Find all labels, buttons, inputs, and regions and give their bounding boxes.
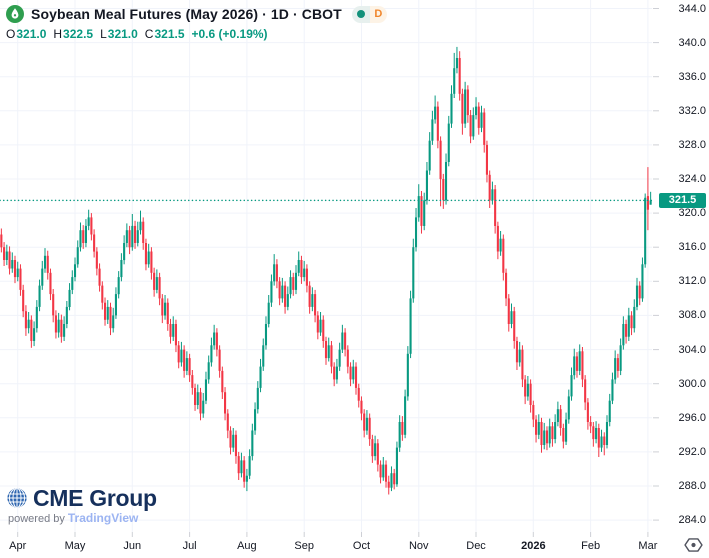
time-axis-label: Dec xyxy=(466,540,486,552)
price-axis-label: 308.0 xyxy=(678,309,706,322)
cme-group-link[interactable]: CME Group xyxy=(6,486,157,510)
tradingview-link[interactable]: TradingView xyxy=(67,511,139,525)
time-axis-label: Jul xyxy=(182,540,197,552)
powered-by-text: powered by xyxy=(8,513,65,525)
price-axis[interactable]: 284.0 288.0 292.0 296.0 300.0 304.0 308.0 312.0… xyxy=(652,0,709,532)
soybean-meal-symbol-icon xyxy=(6,5,24,23)
interval-label: D xyxy=(369,5,387,23)
time-axis-label: May xyxy=(64,540,86,552)
settings-icon[interactable] xyxy=(684,537,703,553)
time-axis-label: Jun xyxy=(123,540,142,552)
price-axis-label: 336.0 xyxy=(678,70,706,83)
powered-by-row: powered by TradingView xyxy=(8,511,157,525)
ohlc-row: O321.0 H322.5 L321.0 C321.5 +0.6 (+0.19%… xyxy=(6,27,387,41)
market-status-segment xyxy=(351,5,370,23)
price-axis-label: 332.0 xyxy=(678,104,706,117)
time-axis-label: 2026 xyxy=(521,540,546,552)
time-axis-label: Apr xyxy=(9,540,27,552)
ohlc-high: H322.5 xyxy=(53,27,94,41)
last-price-label: 321.5 xyxy=(659,192,706,208)
price-axis-label: 340.0 xyxy=(678,36,706,49)
ohlc-open: O321.0 xyxy=(6,27,47,41)
price-axis-label: 324.0 xyxy=(678,173,706,186)
cme-group-logo-text: CME Group xyxy=(33,485,157,511)
interval-badge[interactable]: D xyxy=(351,5,387,23)
ohlc-low: L321.0 xyxy=(100,27,138,41)
price-axis-label: 284.0 xyxy=(678,514,706,527)
symbol-title: Soybean Meal Futures (May 2026) · 1D · C… xyxy=(31,6,342,22)
price-axis-label: 292.0 xyxy=(678,445,706,458)
price-axis-label: 312.0 xyxy=(678,275,706,288)
price-axis-label: 316.0 xyxy=(678,241,706,254)
ohlc-close: C321.5 xyxy=(144,27,185,41)
price-axis-label: 288.0 xyxy=(678,479,706,492)
price-axis-label: 344.0 xyxy=(678,2,706,15)
price-axis-label: 328.0 xyxy=(678,138,706,151)
time-axis-label: Mar xyxy=(638,540,658,552)
time-axis-label: Feb xyxy=(581,540,601,552)
time-axis-label: Sep xyxy=(294,540,314,552)
price-axis-label: 320.0 xyxy=(678,207,706,220)
time-axis-label: Nov xyxy=(408,540,429,552)
market-status-dot-icon xyxy=(356,10,365,18)
chart-header: Soybean Meal Futures (May 2026) · 1D · C… xyxy=(6,4,387,41)
price-change: +0.6 (+0.19%) xyxy=(191,27,268,41)
time-axis-label: Oct xyxy=(352,540,371,552)
globe-icon xyxy=(7,488,27,508)
time-axis-label: Aug xyxy=(237,540,257,552)
watermark: CME Group powered by TradingView xyxy=(6,486,157,525)
time-axis[interactable]: Apr May Jun Jul Aug Sep Oct Nov Dec 2026 Feb Mar xyxy=(0,538,680,558)
price-axis-label: 304.0 xyxy=(678,343,706,356)
price-axis-label: 296.0 xyxy=(678,411,706,424)
price-axis-label: 300.0 xyxy=(678,377,706,390)
